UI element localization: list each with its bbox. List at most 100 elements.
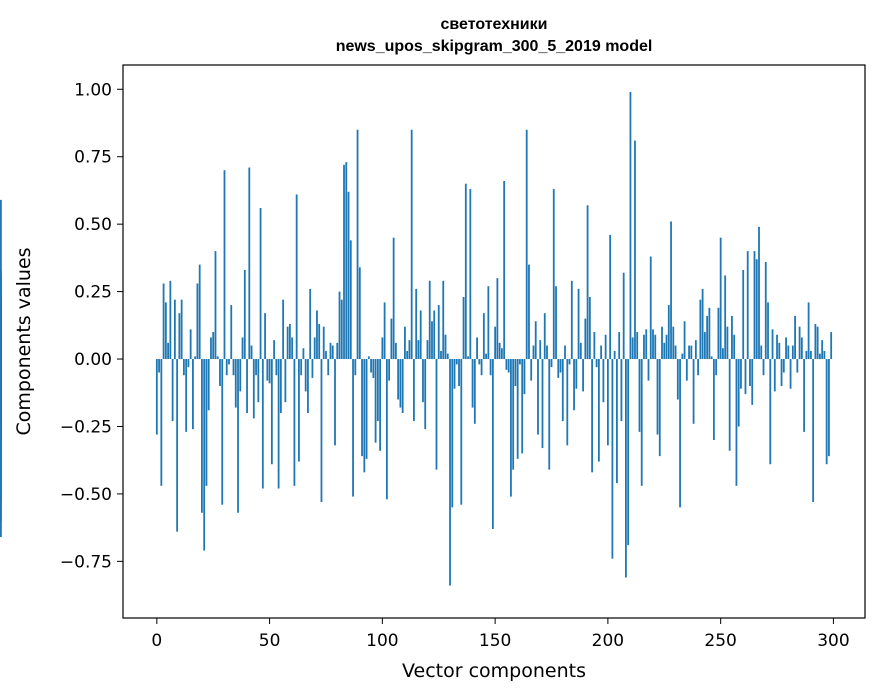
bar — [162, 283, 165, 360]
chart-title-line2: news_upos_skipgram_300_5_2019 model — [336, 38, 653, 55]
bar — [0, 305, 2, 360]
bar — [367, 356, 370, 360]
bar — [552, 189, 555, 360]
bar — [252, 359, 255, 419]
bar — [577, 288, 580, 360]
bar — [164, 302, 167, 360]
bar — [216, 356, 219, 360]
bar — [426, 340, 429, 360]
bar — [814, 323, 817, 360]
bar — [701, 288, 704, 360]
bar — [482, 313, 485, 360]
bar — [223, 170, 226, 360]
bar — [737, 359, 740, 427]
bar — [546, 345, 548, 360]
bar — [593, 332, 596, 360]
bar — [821, 340, 824, 360]
bar — [480, 359, 483, 376]
bar — [352, 359, 354, 497]
bar — [239, 359, 242, 392]
x-tick-label: 250 — [704, 631, 736, 651]
bar — [228, 359, 230, 365]
bar — [602, 359, 605, 403]
bar — [559, 359, 562, 373]
x-axis-ticks: 0 50 100 150 200 250 300 — [151, 618, 850, 651]
bar — [178, 313, 181, 360]
bar — [809, 350, 812, 360]
bar — [771, 329, 774, 360]
x-tick-label: 150 — [479, 631, 511, 651]
bar — [437, 305, 440, 360]
bar — [410, 129, 413, 360]
bar — [471, 359, 474, 408]
bar — [182, 359, 185, 376]
bar — [550, 359, 553, 368]
bar — [397, 359, 400, 400]
bar — [785, 337, 787, 360]
bar — [460, 359, 463, 505]
bar — [442, 280, 445, 360]
bar — [706, 315, 709, 360]
bar — [622, 272, 625, 360]
bar — [733, 334, 736, 360]
bar — [640, 359, 643, 486]
bar — [487, 286, 490, 360]
bar — [528, 264, 530, 360]
bar — [818, 353, 821, 360]
bar — [338, 291, 341, 360]
bar — [155, 359, 158, 435]
bar — [221, 359, 224, 505]
bar — [496, 278, 499, 360]
bar — [453, 359, 456, 389]
bar — [740, 359, 742, 389]
bar — [473, 359, 476, 424]
bar — [169, 280, 172, 360]
bar — [428, 280, 431, 360]
bar — [476, 337, 478, 360]
bar — [203, 359, 206, 551]
bar — [451, 359, 454, 508]
bar — [645, 329, 648, 360]
bar — [469, 189, 472, 360]
bar — [349, 240, 352, 360]
bar — [753, 251, 756, 360]
bar — [343, 164, 345, 360]
bar — [688, 345, 690, 360]
bar — [277, 359, 280, 489]
bar — [284, 359, 287, 403]
bar — [363, 359, 366, 473]
bar — [537, 359, 539, 435]
bar — [259, 207, 262, 360]
bar — [699, 299, 702, 360]
bar — [575, 359, 578, 389]
bar — [329, 342, 332, 360]
bar — [731, 315, 733, 360]
bar — [158, 359, 160, 373]
bar — [205, 359, 208, 486]
y-tick-label: 0.25 — [74, 283, 112, 303]
bar — [618, 332, 621, 360]
bar — [796, 359, 799, 373]
bar — [674, 345, 677, 360]
bar — [667, 305, 670, 360]
bar — [485, 353, 487, 360]
bar — [582, 359, 584, 392]
bar — [455, 359, 458, 365]
bar — [225, 359, 228, 376]
bar — [309, 288, 312, 360]
bar — [232, 359, 235, 376]
bar — [649, 256, 652, 360]
bar — [588, 296, 591, 360]
bar — [415, 288, 418, 360]
bar — [697, 359, 699, 376]
bar — [171, 359, 174, 422]
bar — [0, 359, 2, 408]
bar — [304, 359, 307, 392]
bar — [0, 359, 2, 502]
bar — [444, 334, 447, 360]
bar — [724, 275, 727, 360]
bar — [302, 348, 305, 360]
bar — [198, 264, 201, 360]
x-tick-label: 100 — [366, 631, 398, 651]
